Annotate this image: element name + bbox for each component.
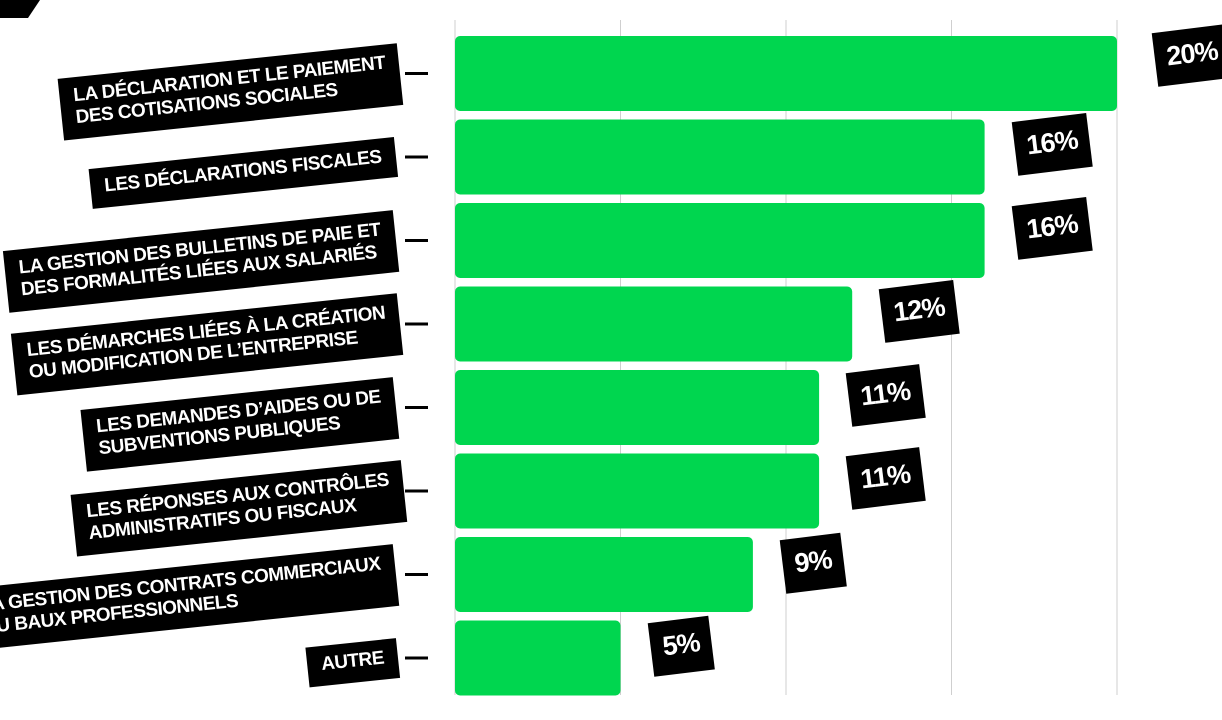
- value-label: 20%: [1151, 23, 1222, 87]
- bar: [455, 537, 753, 612]
- value-label: 11%: [845, 363, 926, 427]
- bar: [455, 286, 853, 362]
- value-label: 12%: [878, 280, 960, 343]
- value-label: 16%: [1011, 196, 1093, 260]
- bar: [455, 203, 985, 278]
- bar: [455, 370, 820, 445]
- value-label: 11%: [845, 447, 926, 510]
- value-label: 16%: [1011, 113, 1093, 176]
- corner-mark: [0, 0, 40, 18]
- bar: [455, 620, 621, 696]
- value-label: 5%: [647, 615, 715, 677]
- bar: [455, 453, 820, 529]
- bar: [455, 119, 985, 195]
- value-label: 9%: [779, 532, 847, 594]
- bar: [455, 36, 1117, 111]
